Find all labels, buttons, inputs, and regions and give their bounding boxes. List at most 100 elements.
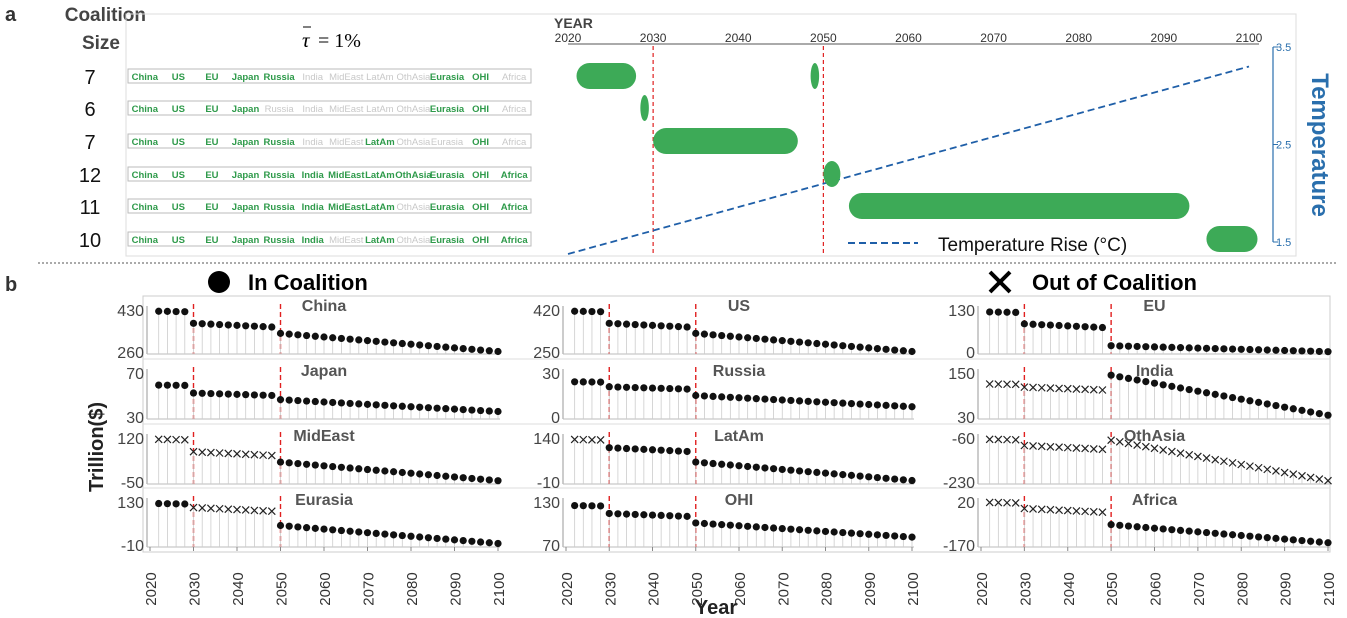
coalition-member-label: EU (205, 104, 218, 115)
data-point-in (485, 347, 493, 355)
data-point-in (847, 529, 856, 537)
data-point-in (778, 465, 786, 474)
x-tick-label: 2020 (559, 572, 576, 605)
coalition-member-label: China (132, 137, 159, 148)
data-point-in (882, 345, 890, 353)
coalition-member-label: Africa (502, 137, 527, 148)
data-point-out (1037, 505, 1046, 514)
coalition-member-label: LatAm (366, 72, 394, 83)
x-tick-label: 2060 (732, 572, 749, 605)
data-point-in (899, 347, 907, 355)
data-point-in (666, 447, 674, 455)
data-point-out (1202, 454, 1211, 462)
coalition-member-label: Eurasia (430, 202, 465, 213)
data-point-in (1211, 529, 1219, 537)
coalition-member-box (127, 231, 532, 247)
data-point-in (787, 337, 795, 345)
coalition-member-label: Africa (502, 72, 527, 83)
data-point-in (1185, 385, 1193, 394)
data-point-out (1003, 498, 1011, 507)
coalition-member-label: OHI (472, 104, 489, 115)
data-point-in (795, 397, 804, 405)
data-point-in (614, 444, 622, 452)
coalition-period-bar (576, 63, 637, 89)
data-point-in (761, 335, 769, 343)
data-point-in (648, 511, 657, 519)
coalition-member-label: MidEast (328, 170, 365, 181)
data-point-in (1176, 344, 1185, 352)
coalition-member-box (127, 166, 532, 182)
data-point-in (233, 390, 241, 398)
data-point-out (579, 435, 588, 444)
data-point-in (1150, 524, 1159, 532)
coalition-member-label: Africa (502, 104, 527, 115)
data-point-in (311, 397, 319, 406)
data-point-in (1324, 411, 1332, 419)
data-point-in (416, 470, 424, 478)
data-point-out (1046, 505, 1055, 514)
data-point-in (847, 399, 856, 408)
tau-symbol: τ (302, 28, 311, 52)
data-point-out (1298, 471, 1306, 480)
data-point-in (1159, 525, 1167, 533)
panel-b-chart: China430260US420250EU1300Japan7030Russia… (117, 295, 1338, 606)
data-point-in (1289, 536, 1297, 544)
region-title: MidEast (293, 428, 355, 445)
in-coalition-marker (208, 271, 230, 293)
data-point-in (718, 331, 726, 340)
data-point-in (155, 307, 163, 315)
data-point-in (468, 406, 476, 414)
coalition-member-label: China (132, 235, 159, 246)
coalition-member-label: EU (205, 72, 218, 83)
coalition-member-label: Russia (264, 202, 296, 213)
x-tick-label: 2070 (361, 572, 378, 605)
data-point-in (657, 384, 665, 392)
data-point-in (442, 472, 450, 480)
data-point-in (346, 527, 354, 535)
data-point-in (692, 458, 700, 466)
data-point-in (1202, 344, 1211, 352)
data-point-in (1038, 321, 1046, 329)
coalition-member-label: EU (205, 137, 218, 148)
data-point-in (631, 383, 639, 392)
data-point-in (1142, 377, 1150, 386)
coalition-member-label: China (132, 72, 159, 83)
coalition-member-label: LatAm (365, 235, 395, 246)
data-point-in (994, 308, 1002, 316)
data-point-out (206, 504, 215, 513)
data-point-out (1150, 444, 1159, 453)
data-point-in (631, 445, 639, 453)
data-point-in (657, 446, 665, 454)
year-tick-label: 2050 (810, 31, 837, 45)
data-point-in (908, 533, 916, 541)
x-tick-label: 2040 (230, 572, 247, 605)
data-point-out (1063, 443, 1072, 452)
data-point-out (1020, 504, 1029, 513)
data-point-out (1046, 442, 1055, 451)
coalition-member-label: Japan (232, 72, 260, 83)
coalition-member-label: Eurasia (430, 72, 465, 83)
region-subplot: Russia 30 0 (542, 363, 916, 427)
coalition-member-label: MidEast (329, 137, 364, 148)
data-point-out (172, 435, 181, 444)
data-point-in (381, 467, 389, 475)
data-point-in (813, 339, 821, 348)
year-tick-label: 2030 (640, 31, 667, 45)
coalition-member-label: MidEast (328, 202, 365, 213)
data-point-in (390, 531, 398, 539)
data-point-in (1150, 343, 1159, 351)
data-point-out (588, 435, 596, 444)
data-point-in (865, 400, 873, 409)
data-point-in (873, 401, 882, 409)
data-point-in (622, 383, 631, 391)
data-point-out (1237, 460, 1246, 469)
region-subplot: Japan 70 30 (126, 363, 502, 427)
region-ymin-label: -170 (943, 538, 975, 555)
data-point-in (735, 333, 743, 341)
data-point-out (189, 503, 198, 512)
data-point-in (1263, 346, 1271, 354)
data-point-in (294, 396, 302, 405)
x-tick-label: 2040 (646, 572, 663, 605)
region-title: Russia (713, 363, 766, 380)
coalition-member-label: Japan (232, 202, 260, 213)
